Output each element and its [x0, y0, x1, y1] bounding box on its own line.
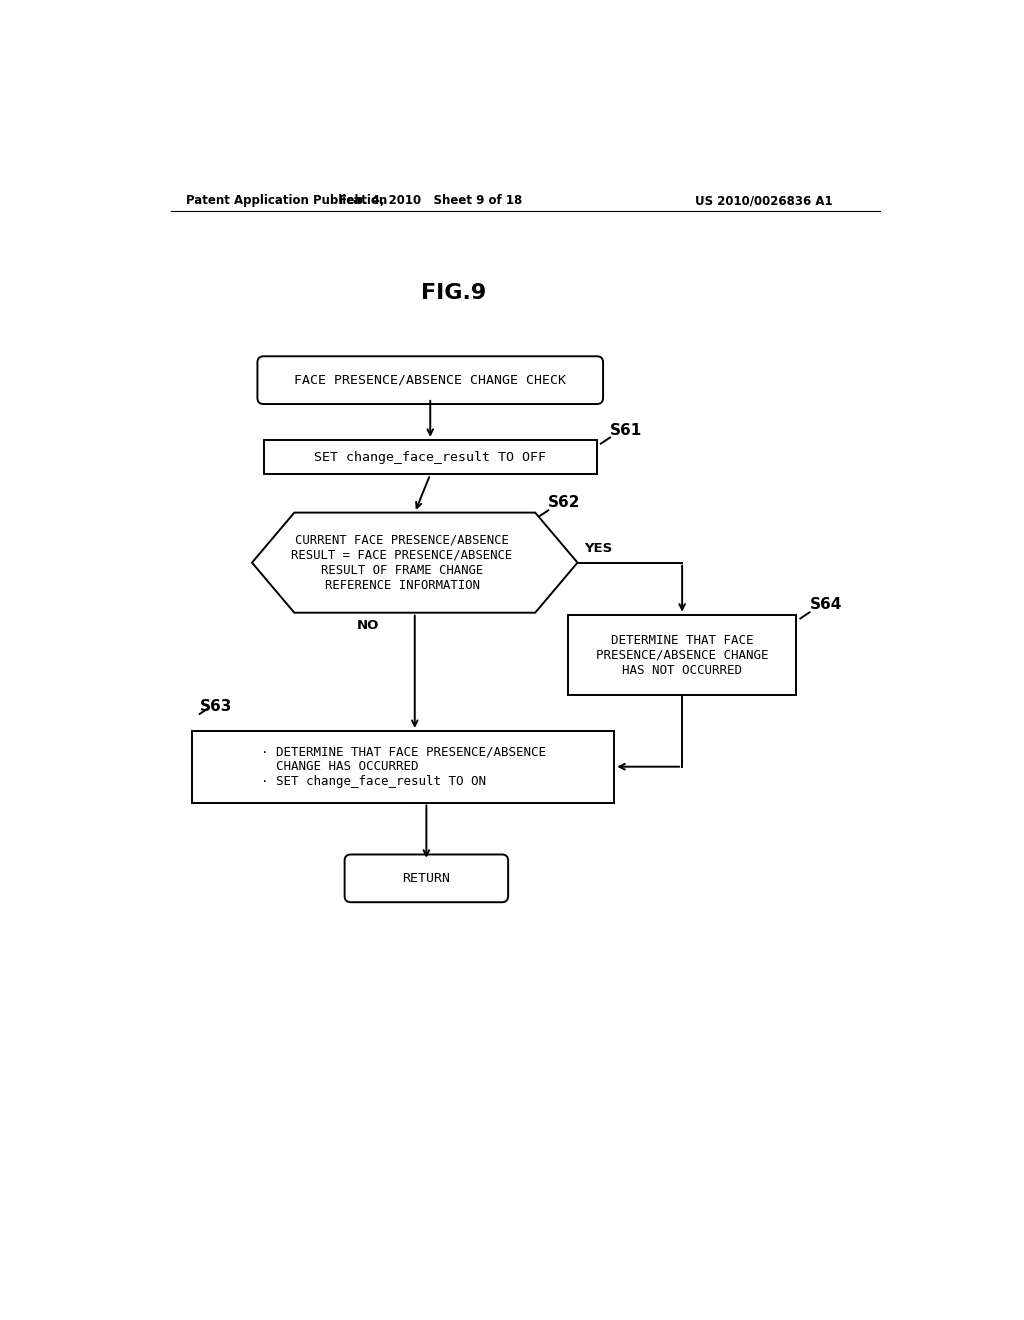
Text: RETURN: RETURN	[402, 871, 451, 884]
FancyBboxPatch shape	[345, 854, 508, 903]
Bar	[263, 440, 597, 474]
Text: S63: S63	[200, 700, 232, 714]
FancyBboxPatch shape	[257, 356, 603, 404]
Text: SET change_face_result TO OFF: SET change_face_result TO OFF	[314, 450, 546, 463]
Text: S64: S64	[810, 598, 842, 612]
Text: DETERMINE THAT FACE
PRESENCE/ABSENCE CHANGE
HAS NOT OCCURRED: DETERMINE THAT FACE PRESENCE/ABSENCE CHA…	[596, 634, 768, 677]
Polygon shape	[252, 512, 578, 612]
Text: YES: YES	[584, 543, 612, 554]
Text: S62: S62	[549, 495, 581, 511]
Text: FACE PRESENCE/ABSENCE CHANGE CHECK: FACE PRESENCE/ABSENCE CHANGE CHECK	[294, 374, 566, 387]
Text: US 2010/0026836 A1: US 2010/0026836 A1	[694, 194, 833, 207]
Bar	[568, 615, 797, 696]
Text: Feb. 4, 2010   Sheet 9 of 18: Feb. 4, 2010 Sheet 9 of 18	[339, 194, 522, 207]
Bar	[191, 731, 614, 803]
Text: FIG.9: FIG.9	[421, 284, 486, 304]
Text: Patent Application Publication: Patent Application Publication	[186, 194, 387, 207]
Text: S61: S61	[610, 422, 642, 437]
Text: CURRENT FACE PRESENCE/ABSENCE
RESULT = FACE PRESENCE/ABSENCE
RESULT OF FRAME CHA: CURRENT FACE PRESENCE/ABSENCE RESULT = F…	[292, 533, 513, 591]
Text: · DETERMINE THAT FACE PRESENCE/ABSENCE
  CHANGE HAS OCCURRED
· SET change_face_r: · DETERMINE THAT FACE PRESENCE/ABSENCE C…	[261, 746, 546, 788]
Text: NO: NO	[356, 619, 379, 632]
